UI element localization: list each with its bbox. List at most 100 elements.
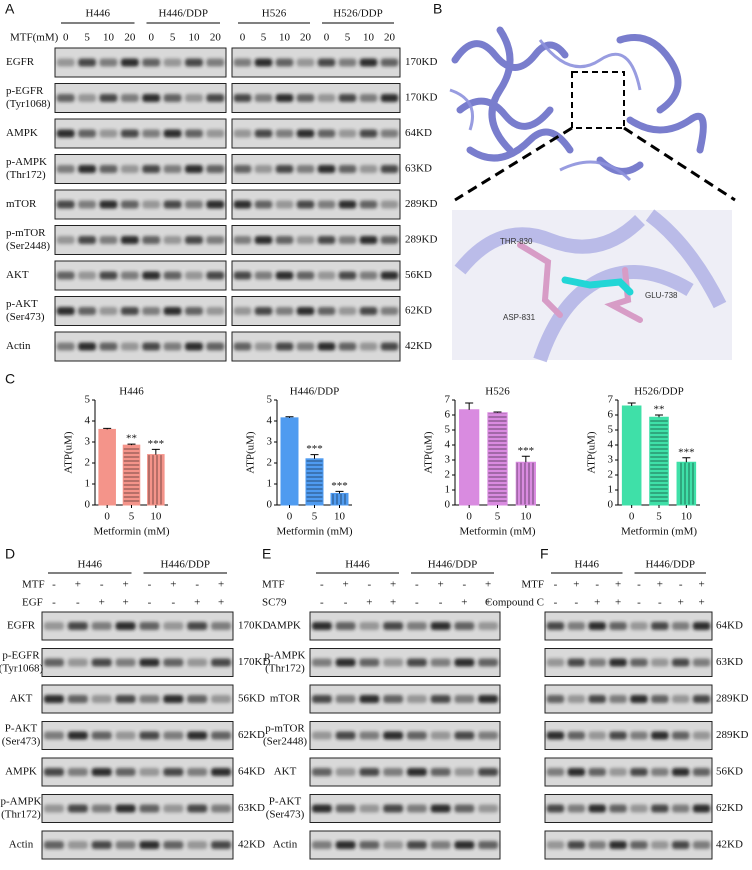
band: [233, 236, 252, 244]
band: [206, 342, 225, 351]
dose-label: 5: [84, 32, 90, 44]
error-bar: [335, 490, 344, 494]
dose-label: 10: [103, 32, 115, 44]
band: [692, 695, 711, 703]
band: [651, 658, 669, 667]
band: [430, 804, 451, 813]
row-label: p-AMPK: [265, 650, 306, 662]
band: [275, 307, 294, 315]
x-tick-label: 0: [104, 511, 110, 523]
band: [163, 342, 182, 351]
band: [380, 165, 399, 173]
row-label: mTOR: [270, 693, 301, 705]
band: [406, 658, 427, 667]
size-label: 56KD: [238, 693, 265, 705]
x-tick-label: 0: [466, 511, 472, 523]
band: [311, 622, 332, 630]
band: [609, 768, 627, 776]
band: [588, 731, 606, 740]
band: [187, 731, 208, 740]
band: [184, 200, 203, 209]
significance: **: [126, 433, 137, 445]
treatment-sign: +: [390, 579, 396, 591]
y-tick-label: 1: [608, 484, 614, 496]
band: [567, 841, 586, 849]
band: [454, 695, 475, 703]
band: [184, 129, 203, 138]
significance: ***: [306, 443, 323, 455]
dose-label: 10: [363, 32, 375, 44]
treatment-sign: -: [344, 597, 348, 609]
band: [78, 165, 97, 173]
band: [317, 200, 336, 209]
band: [163, 695, 184, 703]
band: [588, 695, 606, 703]
error-bar: [627, 402, 636, 406]
y-tick-label: 3: [267, 436, 273, 448]
band: [56, 200, 75, 209]
treatment-sign: -: [320, 579, 324, 591]
row-label: P-AKT: [5, 723, 38, 735]
band: [430, 768, 451, 776]
band: [380, 129, 399, 138]
band: [78, 129, 97, 138]
y-tick-label: 1: [85, 478, 91, 490]
size-label: 63KD: [716, 656, 743, 668]
row-label: p-mTOR: [6, 227, 46, 239]
band: [335, 731, 356, 740]
band: [630, 658, 648, 667]
y-tick-label: 3: [445, 454, 451, 466]
treatment-sign: -: [463, 579, 467, 591]
group-header: H526: [262, 8, 287, 20]
row-label: (Ser2448): [6, 240, 50, 252]
panel-letter: A: [5, 1, 15, 17]
band: [78, 94, 97, 102]
band: [335, 841, 356, 849]
size-label: 64KD: [716, 620, 743, 632]
band: [163, 658, 184, 667]
band: [478, 841, 499, 849]
band: [67, 695, 88, 703]
band: [99, 236, 118, 244]
band: [567, 804, 586, 813]
band: [478, 695, 499, 703]
band: [478, 622, 499, 630]
row-label: mTOR: [6, 198, 37, 210]
band: [78, 307, 97, 315]
row-label: p-mTOR: [265, 723, 305, 735]
band: [406, 804, 427, 813]
band: [454, 841, 475, 849]
treatment-sign: +: [698, 597, 704, 609]
band: [233, 342, 252, 351]
treatment-sign: +: [194, 597, 200, 609]
band: [184, 94, 203, 102]
dose-label: 5: [345, 32, 351, 44]
x-axis-label: Metformin (mM): [459, 526, 535, 538]
band: [67, 622, 88, 630]
band: [233, 58, 252, 67]
band: [99, 129, 118, 138]
bar: [459, 409, 480, 506]
row-label: (Thr172): [265, 663, 305, 675]
treatment-sign: -: [415, 597, 419, 609]
row-label: (Tyr1068): [6, 98, 51, 110]
error-bar: [521, 455, 530, 463]
band: [187, 804, 208, 813]
treatment-sign: +: [657, 579, 663, 591]
band: [142, 271, 161, 280]
band: [254, 129, 273, 138]
row-label: EGFR: [7, 620, 36, 632]
band: [546, 658, 565, 667]
band: [254, 200, 273, 209]
error-bar: [310, 454, 319, 459]
band: [296, 236, 315, 244]
band: [120, 271, 139, 280]
band: [430, 658, 451, 667]
band: [139, 841, 160, 849]
treatment-sign: +: [75, 579, 81, 591]
row-label: AKT: [6, 269, 29, 281]
band: [454, 768, 475, 776]
size-label: 170KD: [405, 92, 437, 104]
band: [43, 731, 64, 740]
